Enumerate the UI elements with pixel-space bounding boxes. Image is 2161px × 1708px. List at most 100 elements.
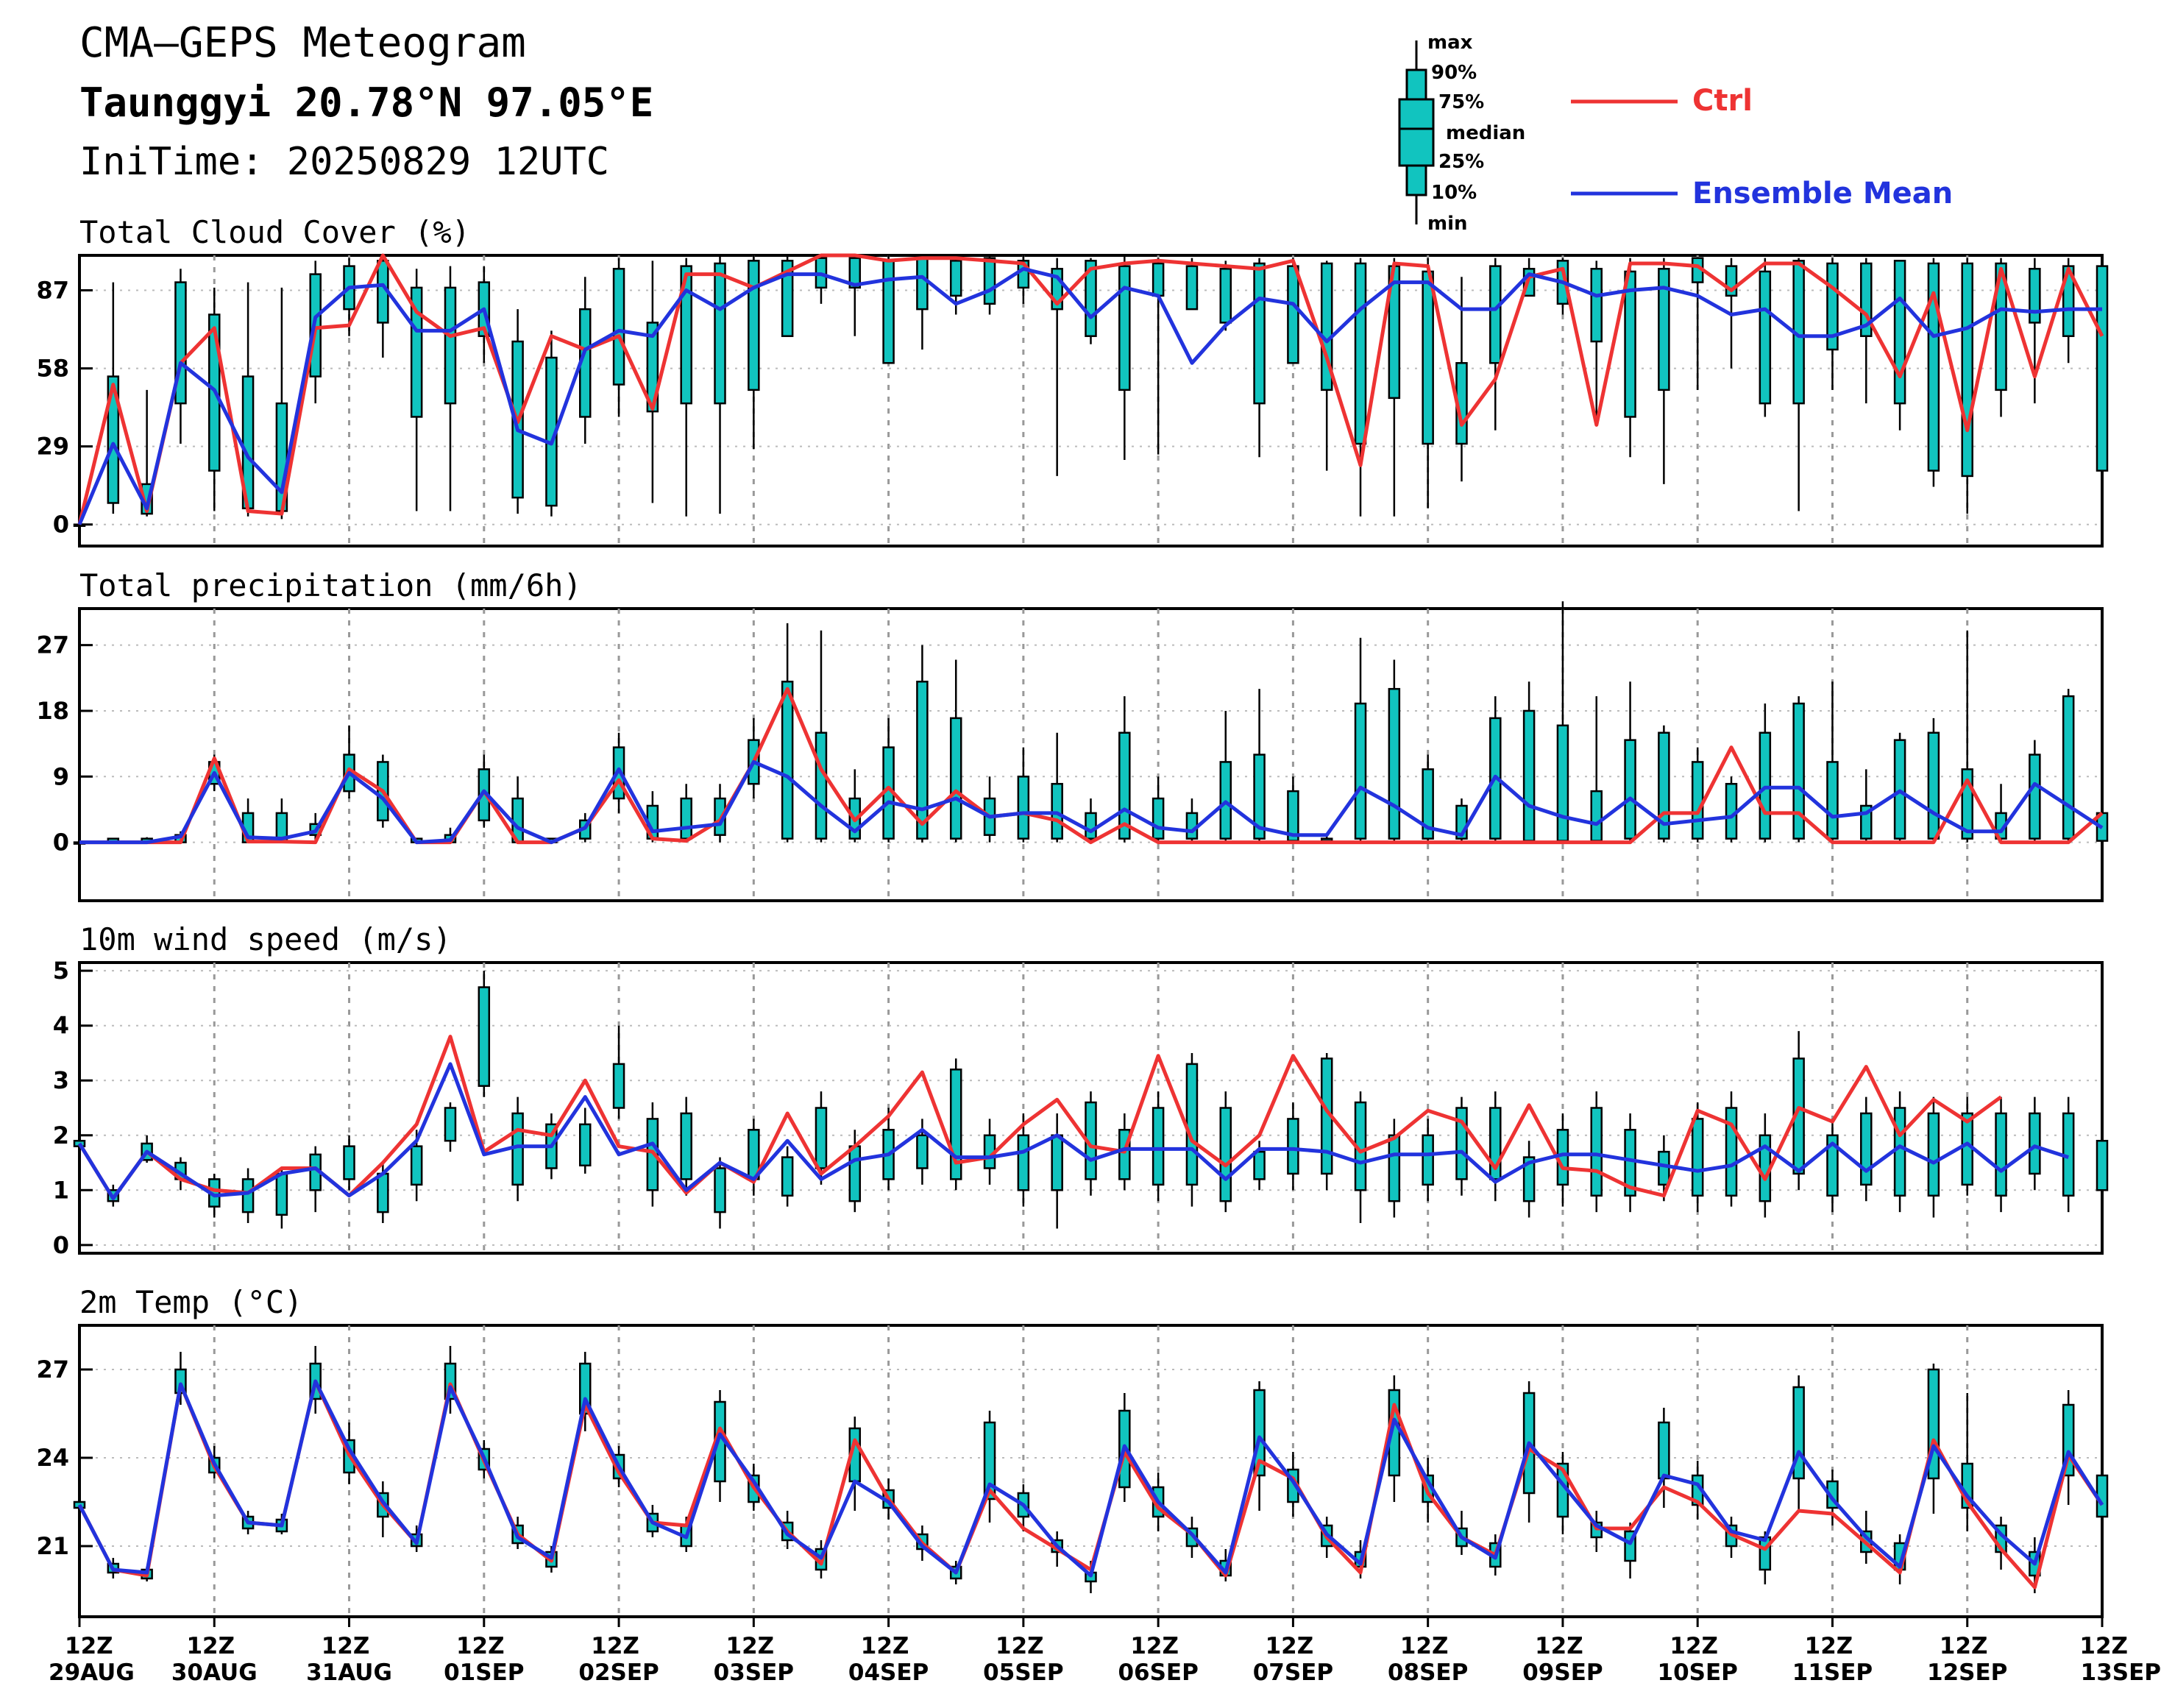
box-body	[444, 1107, 457, 1142]
x-tick-date: 07SEP	[1253, 1659, 1333, 1686]
box-plot	[1152, 1091, 1165, 1202]
x-tick-date: 31AUG	[306, 1659, 392, 1686]
box-body	[1556, 1129, 1569, 1186]
box-plot	[1354, 258, 1367, 517]
box-body	[377, 1172, 389, 1213]
box-body	[1624, 270, 1636, 418]
box-plot	[107, 282, 120, 514]
box-plot	[1658, 258, 1670, 484]
box-body	[410, 1145, 423, 1186]
chart-panels: 0 29 58 87 0 9 18 27 0 1 2 3 4 5 21 24 27	[36, 253, 2109, 1618]
box-plot	[1826, 1119, 1839, 1213]
box-plot	[1860, 258, 1873, 404]
box-body	[882, 260, 895, 364]
box-plot	[1422, 258, 1434, 508]
y-tick-label: 27	[36, 631, 69, 659]
box-body	[1522, 1156, 1536, 1202]
box-plot	[1893, 732, 1906, 843]
box-plot	[1489, 1091, 1502, 1202]
y-tick-label: 0	[53, 511, 69, 539]
box-plot	[1219, 1091, 1232, 1213]
box-body	[1590, 790, 1603, 842]
box-plot	[1826, 258, 1839, 390]
box-plot	[1792, 1375, 1805, 1511]
box-body	[815, 731, 828, 840]
box-plot	[714, 255, 726, 514]
box-body	[1152, 262, 1165, 297]
x-tick-hour: 12Z	[1940, 1633, 1988, 1659]
box-plot	[1556, 1452, 1569, 1534]
box-body	[1590, 268, 1603, 343]
box-body	[1860, 1112, 1873, 1186]
box-plot	[1725, 776, 1738, 843]
box-body	[1826, 761, 1839, 840]
box-body	[1658, 1421, 1670, 1480]
box-plot	[848, 1417, 862, 1511]
box-plot	[1219, 710, 1232, 843]
box-plot	[1354, 1091, 1367, 1224]
box-body	[1051, 1134, 1063, 1191]
box-plot	[1893, 260, 1906, 430]
y-tick-label: 27	[36, 1356, 69, 1383]
box-body	[1489, 265, 1502, 364]
box-plot	[1658, 1135, 1670, 1202]
legend-p75-label: 75%	[1438, 91, 1484, 113]
box-plot	[916, 255, 929, 350]
box-plot	[377, 255, 389, 358]
box-body	[579, 1123, 592, 1167]
y-tick-label: 0	[53, 829, 69, 857]
x-tick-date: 04SEP	[848, 1659, 929, 1686]
box-body	[1759, 731, 1772, 840]
box-plot	[882, 717, 895, 843]
y-tick-label: 18	[36, 697, 69, 725]
ensemble-mean-line	[77, 1062, 2069, 1200]
box-body	[1118, 265, 1131, 391]
x-tick-date: 06SEP	[1118, 1659, 1198, 1686]
box-body	[2096, 265, 2109, 472]
box-plot	[1590, 1511, 1603, 1552]
box-body	[781, 681, 794, 840]
box-plot	[1522, 1141, 1536, 1218]
box-plot	[1185, 798, 1199, 843]
box-plot	[781, 623, 794, 843]
x-tick-hour: 12Z	[591, 1633, 639, 1659]
x-tick-hour: 12Z	[65, 1633, 113, 1659]
box-body	[2029, 268, 2041, 324]
box-body	[2062, 695, 2075, 840]
time-axis: 12Z29AUG12Z30AUG12Z31AUG12Z01SEP12Z02SEP…	[49, 1617, 2161, 1686]
box-body	[983, 1421, 996, 1500]
box-plot	[2096, 1464, 2109, 1531]
box-plot	[1961, 1393, 1973, 1531]
box-plot	[1185, 258, 1199, 311]
x-tick-hour: 12Z	[1266, 1633, 1314, 1659]
box-plot	[478, 971, 491, 1097]
box-body	[1995, 1112, 2007, 1197]
box-plot	[1759, 704, 1772, 843]
box-plot	[1792, 258, 1805, 511]
x-tick-date: 11SEP	[1792, 1659, 1873, 1686]
panel-0: 0 29 58 87	[36, 253, 2109, 548]
box-body	[1792, 702, 1805, 840]
box-plot	[1691, 257, 1704, 390]
box-plot	[949, 659, 962, 843]
box-body	[916, 1134, 929, 1169]
box-body	[2062, 265, 2075, 337]
box-plot	[2062, 1390, 2075, 1505]
box-plot	[1624, 1113, 1636, 1213]
x-tick-hour: 12Z	[726, 1633, 775, 1659]
legend: max 90% 75% median 25% 10% min Ctrl Ense…	[1398, 32, 1953, 235]
y-tick-label: 58	[36, 355, 69, 383]
box-body	[916, 257, 929, 311]
box-body	[1927, 262, 1940, 472]
box-plot	[1590, 1091, 1603, 1213]
box-body	[1658, 1150, 1670, 1186]
box-body	[781, 260, 794, 337]
box-body	[1287, 1118, 1299, 1175]
box-plot	[1590, 261, 1603, 417]
box-plot	[343, 1135, 355, 1191]
box-body	[748, 260, 760, 391]
box-plot	[545, 330, 558, 517]
legend-median-label: median	[1446, 122, 1525, 144]
box-body	[949, 717, 962, 840]
box-body	[1590, 1107, 1603, 1197]
